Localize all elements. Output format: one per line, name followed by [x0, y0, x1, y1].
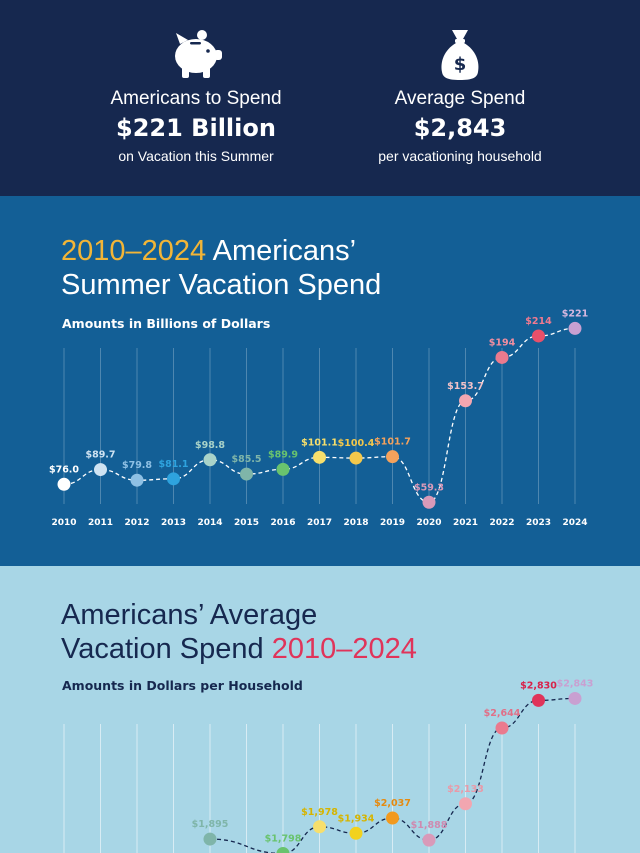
- x-tick-2013: 2013: [161, 518, 186, 528]
- data-point-2023: [532, 693, 545, 707]
- data-point-2018: [349, 451, 363, 465]
- data-label-2017: $101.1: [301, 437, 338, 448]
- chart2-title-years: 2010–2024: [271, 633, 417, 665]
- data-label-2022: $2,644: [484, 708, 521, 719]
- data-point-2016: [276, 846, 290, 853]
- data-point-2022: [495, 350, 509, 364]
- chart1-title: 2010–2024 Americans’ Summer Vacation Spe…: [61, 234, 381, 302]
- data-point-2013: [167, 472, 180, 486]
- chart1-subtitle: Amounts in Billions of Dollars: [62, 316, 271, 331]
- data-label-2021: $2,133: [447, 784, 484, 795]
- data-label-2016: $1,798: [265, 833, 302, 844]
- chart2-line-chart: $1,895 $1,798 $1,978$1,934 $2,037$1,888 $2,1…: [63, 678, 594, 853]
- stat-average-spend: $ Average Spend $2,843 per vacationing h…: [330, 0, 590, 164]
- svg-text:$: $: [454, 54, 467, 75]
- data-label-2023: $2,830: [520, 680, 557, 691]
- data-point-2015: [240, 467, 253, 481]
- data-point-2016: [276, 462, 290, 476]
- data-label-2017: $1,978: [301, 807, 338, 818]
- stat-total-figure: $221 Billion: [116, 114, 276, 142]
- data-label-2019: $101.7: [374, 437, 411, 448]
- data-label-2010: $76.0: [49, 464, 79, 475]
- stat-total-line2: on Vacation this Summer: [118, 148, 274, 164]
- x-tick-2012: 2012: [124, 518, 149, 528]
- data-label-2022: $194: [489, 337, 516, 348]
- data-point-2017: [313, 820, 326, 834]
- data-point-2024: [568, 321, 582, 335]
- piggy-bank-icon: [175, 30, 222, 78]
- chart2-title-line2: Vacation Spend: [61, 633, 272, 665]
- household-spend-section: Americans’ Average Vacation Spend 2010–2…: [0, 566, 640, 853]
- data-point-2011: [94, 463, 107, 477]
- data-label-2015: $85.5: [231, 454, 261, 465]
- data-point-2014: [203, 832, 217, 846]
- data-point-2017: [313, 450, 326, 464]
- header-stats: Americans to Spend $221 Billion on Vacat…: [0, 0, 640, 196]
- chart1-title-rest: Americans’: [206, 235, 357, 267]
- data-point-2024: [568, 691, 582, 705]
- stat-total-spend: Americans to Spend $221 Billion on Vacat…: [66, 0, 326, 164]
- x-tick-2016: 2016: [270, 518, 295, 528]
- data-point-2010: [57, 477, 71, 491]
- data-label-2023: $214: [525, 316, 552, 327]
- chart1-title-line2: Summer Vacation Spend: [61, 269, 382, 301]
- data-point-2020: [422, 495, 436, 509]
- x-tick-2017: 2017: [307, 518, 332, 528]
- data-point-2018: [349, 826, 363, 840]
- data-point-2022: [495, 721, 509, 735]
- total-spend-section: 2010–2024 Americans’ Summer Vacation Spe…: [0, 196, 640, 566]
- data-point-2020: [422, 833, 436, 847]
- x-tick-2011: 2011: [88, 518, 113, 528]
- x-tick-2010: 2010: [51, 518, 76, 528]
- chart1-line-chart: $76.0$89.7$79.8 $81.1$98.8$85.5 $89.9$101.…: [49, 308, 588, 528]
- chart2-subtitle: Amounts in Dollars per Household: [62, 678, 303, 693]
- chart2-title: Americans’ Average Vacation Spend 2010–2…: [61, 598, 417, 666]
- x-tick-2015: 2015: [234, 518, 259, 528]
- data-label-2012: $79.8: [122, 460, 152, 471]
- data-point-2012: [130, 473, 144, 487]
- data-label-2016: $89.9: [268, 449, 298, 460]
- data-label-2011: $89.7: [85, 450, 115, 461]
- data-label-2021: $153.7: [447, 381, 484, 392]
- data-label-2014: $98.8: [195, 440, 225, 451]
- chart2-title-line1: Americans’ Average: [61, 599, 318, 631]
- stat-average-line2: per vacationing household: [378, 148, 542, 164]
- data-label-2024: $2,843: [557, 678, 594, 689]
- stat-total-line1: Americans to Spend: [110, 88, 282, 109]
- chart1-title-years: 2010–2024: [61, 235, 207, 267]
- data-label-2014: $1,895: [192, 819, 229, 830]
- x-tick-2018: 2018: [343, 518, 368, 528]
- data-point-2019: [386, 450, 399, 464]
- data-point-2023: [532, 329, 545, 343]
- data-label-2013: $81.1: [158, 459, 188, 470]
- x-tick-2022: 2022: [489, 518, 514, 528]
- x-tick-2019: 2019: [380, 518, 405, 528]
- x-tick-2021: 2021: [453, 518, 478, 528]
- data-point-2021: [459, 394, 472, 408]
- x-tick-2024: 2024: [562, 518, 587, 528]
- data-point-2019: [386, 811, 399, 825]
- data-label-2020: $59.3: [414, 482, 444, 493]
- data-label-2018: $100.4: [338, 438, 375, 449]
- data-label-2019: $2,037: [374, 798, 411, 809]
- data-point-2021: [459, 797, 472, 811]
- x-tick-2020: 2020: [416, 518, 441, 528]
- data-label-2024: $221: [562, 308, 588, 319]
- stat-average-figure: $2,843: [413, 114, 507, 142]
- x-tick-2014: 2014: [197, 518, 222, 528]
- data-label-2018: $1,934: [338, 813, 375, 824]
- data-point-2014: [203, 453, 217, 467]
- data-label-2020: $1,888: [411, 820, 448, 831]
- series-line: [209, 697, 576, 853]
- x-tick-2023: 2023: [526, 518, 551, 528]
- money-bag-icon: $: [441, 30, 479, 80]
- stat-average-line1: Average Spend: [394, 88, 526, 109]
